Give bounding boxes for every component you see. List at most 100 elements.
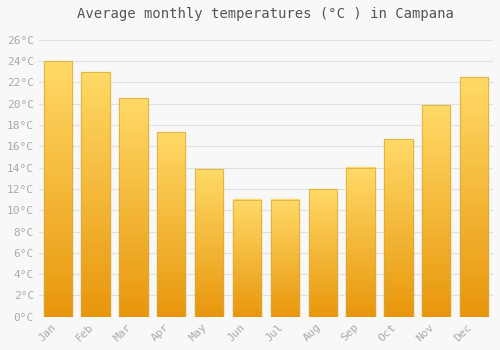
Bar [422, 312, 450, 314]
Bar [308, 211, 337, 213]
Bar [384, 284, 412, 286]
Bar [270, 249, 299, 251]
Bar [346, 276, 375, 278]
Bar [119, 287, 148, 289]
Bar [384, 237, 412, 239]
Bar [346, 169, 375, 172]
Bar [270, 238, 299, 239]
Bar [384, 194, 412, 197]
Bar [195, 250, 224, 252]
Bar [233, 242, 261, 244]
Bar [460, 209, 488, 212]
Bar [308, 264, 337, 266]
Bar [460, 215, 488, 218]
Bar [460, 146, 488, 149]
Bar [270, 262, 299, 264]
Bar [82, 259, 110, 262]
Bar [44, 122, 72, 125]
Bar [460, 134, 488, 137]
Bar [44, 256, 72, 259]
Bar [44, 221, 72, 224]
Bar [44, 134, 72, 138]
Bar [346, 182, 375, 184]
Bar [460, 305, 488, 308]
Bar [270, 303, 299, 305]
Bar [460, 170, 488, 173]
Bar [233, 261, 261, 262]
Bar [308, 243, 337, 245]
Bar [157, 220, 186, 222]
Bar [308, 203, 337, 205]
Bar [270, 295, 299, 296]
Bar [195, 265, 224, 267]
Bar [119, 180, 148, 183]
Bar [270, 222, 299, 223]
Bar [82, 72, 110, 75]
Bar [384, 292, 412, 295]
Bar [346, 181, 375, 182]
Bar [119, 216, 148, 218]
Bar [233, 205, 261, 207]
Bar [270, 242, 299, 244]
Bar [346, 265, 375, 266]
Bar [422, 213, 450, 216]
Bar [233, 314, 261, 315]
Bar [195, 298, 224, 300]
Bar [233, 307, 261, 308]
Bar [384, 212, 412, 215]
Bar [44, 298, 72, 301]
Bar [233, 267, 261, 268]
Bar [82, 139, 110, 142]
Bar [195, 307, 224, 309]
Bar [157, 174, 186, 176]
Bar [308, 266, 337, 267]
Bar [346, 188, 375, 190]
Bar [346, 279, 375, 281]
Bar [157, 264, 186, 266]
Bar [233, 274, 261, 276]
Bar [346, 201, 375, 203]
Bar [82, 295, 110, 299]
Bar [157, 148, 186, 151]
Bar [460, 86, 488, 89]
Bar [82, 228, 110, 231]
Bar [44, 211, 72, 215]
Bar [422, 187, 450, 190]
Bar [308, 238, 337, 240]
Bar [82, 200, 110, 203]
Bar [157, 132, 186, 135]
Bar [384, 288, 412, 290]
Bar [233, 222, 261, 223]
Bar [233, 254, 261, 255]
Bar [233, 312, 261, 314]
Bar [82, 203, 110, 206]
Bar [157, 247, 186, 250]
Bar [384, 234, 412, 237]
Bar [460, 116, 488, 119]
Bar [44, 250, 72, 253]
Bar [119, 210, 148, 213]
Bar [195, 170, 224, 172]
Bar [157, 301, 186, 303]
Bar [346, 205, 375, 207]
Bar [44, 285, 72, 288]
Bar [233, 239, 261, 240]
Bar [422, 163, 450, 166]
Bar [384, 176, 412, 179]
Bar [195, 213, 224, 215]
Bar [384, 243, 412, 246]
Bar [195, 246, 224, 248]
Bar [195, 228, 224, 230]
Bar [346, 179, 375, 181]
Bar [82, 188, 110, 191]
Bar [346, 304, 375, 306]
Bar [119, 114, 148, 118]
Bar [233, 229, 261, 230]
Bar [346, 313, 375, 315]
Bar [233, 299, 261, 301]
Bar [119, 273, 148, 276]
Bar [308, 240, 337, 241]
Bar [195, 291, 224, 293]
Bar [44, 230, 72, 234]
Bar [195, 209, 224, 211]
